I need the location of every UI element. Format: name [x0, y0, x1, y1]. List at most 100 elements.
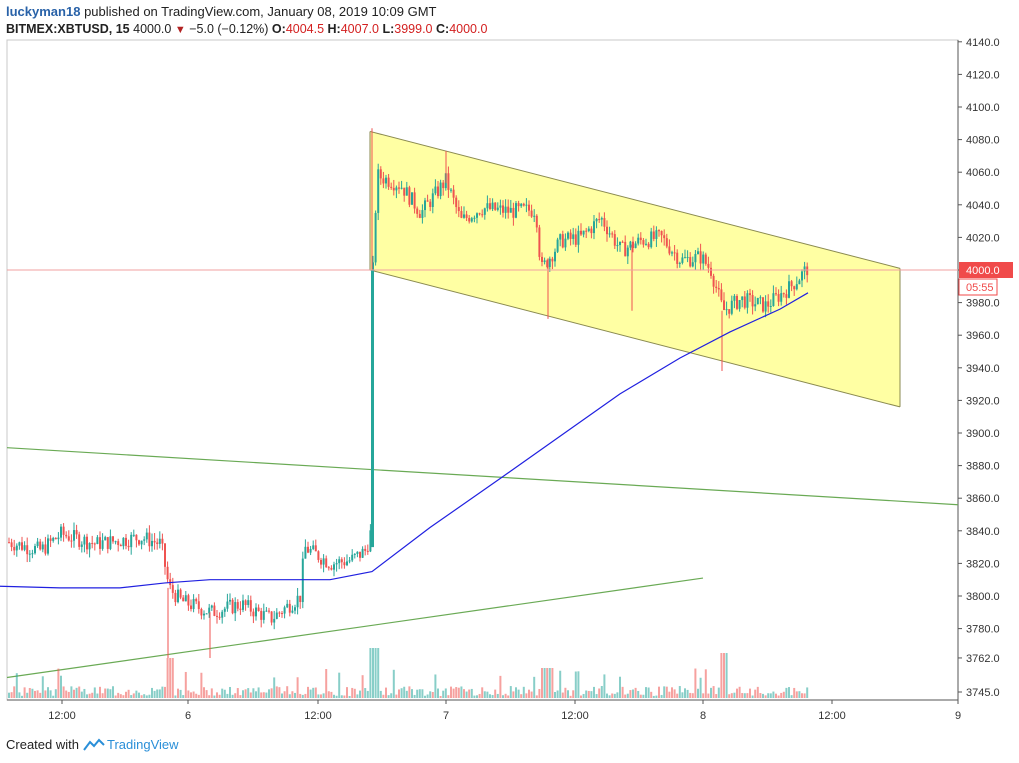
candle-body: [450, 189, 452, 191]
candle-body: [299, 595, 302, 603]
candle-body: [720, 289, 723, 301]
volume-bar: [769, 693, 772, 698]
candle-body: [577, 230, 580, 245]
volume-bar: [132, 693, 135, 698]
volume-bar: [307, 686, 309, 698]
candle-body: [538, 227, 541, 257]
candle-body: [117, 541, 120, 546]
volume-bar: [135, 690, 138, 698]
volume-bar: [408, 686, 411, 698]
volume-bar: [405, 690, 408, 698]
candle-body: [192, 599, 195, 610]
volume-bar: [351, 687, 354, 698]
candle-body: [567, 232, 569, 239]
volume-bar: [613, 693, 616, 698]
volume-bar: [346, 687, 348, 698]
candle-body: [255, 607, 257, 617]
candle-body: [252, 611, 255, 617]
volume-bar: [299, 693, 302, 698]
volume-bar: [143, 694, 146, 698]
candle-body: [312, 545, 315, 549]
candle-body: [234, 602, 237, 614]
candle-body: [21, 542, 23, 550]
candle-body: [663, 235, 666, 239]
candle-body: [88, 543, 91, 550]
candle-body: [96, 537, 99, 545]
volume-bar: [665, 686, 668, 698]
volume-bar: [486, 691, 489, 698]
candle-body: [260, 610, 263, 620]
volume-bar: [502, 695, 504, 698]
candle-body: [697, 251, 699, 255]
candle-body: [515, 203, 517, 218]
volume-bar: [62, 686, 65, 698]
volume-bar: [684, 688, 686, 698]
volume-bar: [34, 690, 36, 698]
volume-bar: [546, 668, 549, 698]
candle-body: [426, 200, 429, 202]
candle-body: [361, 548, 364, 558]
candle-body: [86, 536, 88, 550]
candle-body: [26, 545, 29, 555]
candle-body: [158, 538, 161, 544]
volume-bar: [720, 653, 723, 698]
volume-bar: [450, 686, 452, 698]
candle-body: [291, 610, 294, 613]
volume-bar: [262, 692, 265, 698]
volume-bar: [296, 677, 299, 698]
low-label: L:: [382, 22, 395, 36]
volume-bar: [528, 689, 530, 698]
volume-bar: [106, 688, 109, 698]
candle-body: [749, 293, 751, 296]
volume-bar: [767, 693, 770, 698]
x-tick-label: 8: [700, 710, 706, 722]
y-tick-label: 3980.0: [966, 298, 1000, 310]
volume-bar: [442, 690, 445, 698]
volume-bar: [177, 688, 179, 698]
volume-bar: [164, 686, 166, 698]
candle-body: [431, 193, 434, 207]
tradingview-brand[interactable]: TradingView: [106, 737, 179, 752]
candle-body: [353, 553, 356, 555]
candle-body: [782, 293, 785, 295]
candle-body: [442, 182, 445, 189]
volume-bar: [184, 671, 187, 698]
volume-bar: [572, 690, 575, 698]
volume-bar: [148, 694, 151, 698]
candle-body: [411, 192, 413, 205]
candle-body: [346, 561, 348, 566]
candle-body: [405, 187, 408, 196]
candle-body: [736, 295, 738, 309]
volume-bar: [512, 691, 515, 698]
volume-bar: [702, 693, 705, 698]
candle-body: [546, 260, 549, 268]
candle-body: [554, 251, 556, 262]
volume-bar: [169, 658, 172, 698]
volume-bar: [598, 688, 601, 698]
candle-body: [281, 613, 283, 615]
volume-bar: [236, 688, 239, 698]
candle-body: [330, 567, 333, 570]
candle-body: [741, 296, 744, 301]
candle-body: [239, 608, 242, 610]
candle-body: [517, 203, 520, 207]
volume-bar: [712, 686, 715, 698]
candle-body: [294, 607, 296, 611]
candle-body: [476, 213, 478, 218]
author-name[interactable]: luckyman18: [6, 4, 81, 19]
candle-body: [364, 548, 367, 551]
high-label: H:: [327, 22, 341, 36]
volume-bar: [49, 690, 52, 698]
ohlc-legend: BITMEX:XBTUSD, 15 4000.0 ▼ −5.0 (−0.12%)…: [6, 22, 487, 36]
candle-body: [632, 241, 634, 248]
candle-body: [730, 300, 733, 314]
candle-body: [322, 558, 325, 565]
volume-bar: [437, 688, 439, 698]
volume-bar: [548, 668, 551, 698]
volume-bar: [127, 689, 130, 698]
volume-bar: [533, 676, 536, 698]
candle-body: [91, 543, 94, 545]
candle-body: [301, 558, 304, 603]
volume-bar: [270, 688, 273, 698]
